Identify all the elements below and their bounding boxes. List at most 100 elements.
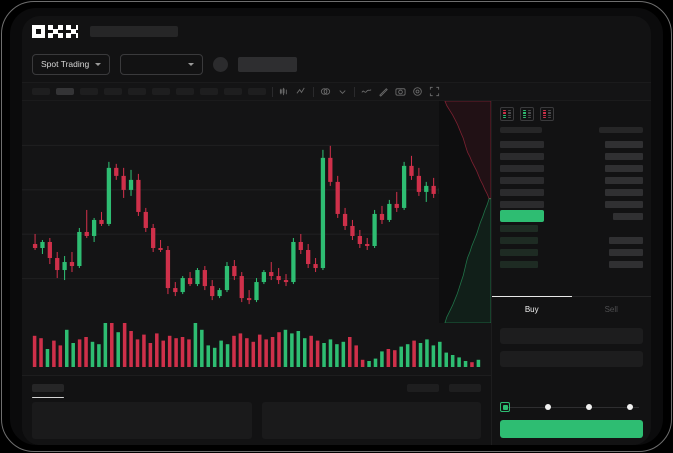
compare-icon[interactable] (320, 86, 331, 97)
interval-button-9[interactable] (224, 88, 242, 95)
orderbook-row-ask[interactable] (500, 186, 643, 198)
order-price-field[interactable] (500, 327, 643, 344)
coin-avatar (212, 56, 228, 72)
okx-trading-app: Spot Trading (22, 16, 651, 445)
chevron-down-icon (95, 62, 102, 66)
orderbook-mode-toggles (492, 101, 651, 123)
pair-name-label (237, 56, 297, 72)
bottom-action-2[interactable] (449, 384, 481, 392)
trading-pair-selector[interactable] (120, 53, 203, 75)
orderbook-amount-cell (605, 200, 643, 208)
slider-step-2[interactable] (585, 404, 592, 410)
interval-button-10[interactable] (248, 88, 266, 95)
volume-chart-canvas (32, 323, 481, 367)
orderbook-col-amount (599, 127, 643, 133)
orderbook-header (500, 127, 643, 133)
orderbook-price-cell (500, 200, 544, 208)
bottom-actions (407, 384, 481, 392)
chevron-down-icon[interactable] (337, 86, 348, 97)
bottom-orders-section (22, 375, 491, 445)
stat-last-price (325, 63, 361, 66)
slider-track (506, 407, 639, 408)
chart-column (22, 101, 491, 445)
orderbook-col-price (500, 127, 542, 133)
okx-logomark (32, 24, 78, 38)
bottom-panel-right[interactable] (261, 402, 481, 439)
orderbook-row-ask[interactable] (500, 150, 643, 162)
interval-button-2[interactable] (56, 88, 74, 95)
interval-button-1[interactable] (32, 88, 50, 95)
candlestick-icon[interactable] (279, 86, 290, 97)
orderbook-row-ask[interactable] (500, 174, 643, 186)
order-amount-field[interactable] (500, 350, 643, 367)
volume-chart[interactable] (22, 323, 491, 375)
orderbook-amount-cell (605, 164, 643, 172)
interval-button-7[interactable] (176, 88, 194, 95)
main-workspace: Buy Sell (22, 101, 651, 445)
toolbar-divider (272, 86, 273, 97)
drawing-pen-icon[interactable] (378, 86, 389, 97)
search-input[interactable] (90, 25, 178, 37)
line-chart-icon[interactable] (361, 86, 372, 97)
orderbook-row-bid[interactable] (500, 246, 643, 258)
bottom-tab-open-orders[interactable] (32, 384, 64, 392)
orderbook-amount-cell (605, 176, 643, 184)
top-navigation-bar (22, 16, 651, 46)
stat-high-24h (469, 63, 503, 66)
orderbook-price-cell (500, 236, 538, 244)
orderbook-price-cell (500, 224, 538, 232)
device-screen: Spot Trading (10, 8, 663, 445)
active-tab-indicator (492, 295, 572, 297)
chevron-down-icon (187, 62, 194, 66)
interval-button-3[interactable] (80, 88, 98, 95)
orderbook-amount-cell (605, 188, 643, 196)
orderbook-row-ask[interactable] (500, 198, 643, 210)
fullscreen-icon[interactable] (429, 86, 440, 97)
orderbook-row-bid[interactable] (500, 258, 643, 270)
orderbook-and-trade-panel: Buy Sell (491, 101, 651, 445)
order-entry-form (492, 322, 651, 373)
interval-button-6[interactable] (152, 88, 170, 95)
order-submit-area (492, 398, 651, 445)
orderbook-mode-bids[interactable] (520, 107, 534, 121)
checkbox-icon[interactable] (500, 402, 510, 412)
okx-logo-icon[interactable] (32, 24, 78, 38)
tab-sell[interactable]: Sell (604, 304, 618, 314)
orderbook-rows (500, 138, 643, 270)
amount-slider[interactable] (500, 398, 643, 416)
slider-step-3[interactable] (626, 404, 633, 410)
orderbook-amount-cell (609, 236, 643, 244)
slider-step-1[interactable] (544, 404, 551, 410)
order-book[interactable] (492, 123, 651, 296)
bottom-panel-left[interactable] (32, 402, 252, 439)
orderbook-price-cell (500, 176, 544, 184)
settings-icon[interactable] (412, 86, 423, 97)
bottom-action-1[interactable] (407, 384, 439, 392)
orderbook-amount-cell (609, 248, 643, 256)
orderbook-row-bid[interactable] (500, 222, 643, 234)
place-buy-order-button[interactable] (500, 420, 643, 438)
stat-change-24h (385, 63, 419, 66)
interval-button-4[interactable] (104, 88, 122, 95)
product-type-selector[interactable]: Spot Trading (32, 53, 111, 75)
orderbook-row-ask[interactable] (500, 162, 643, 174)
orderbook-amount-cell (605, 140, 643, 148)
orderbook-price-cell (500, 248, 538, 256)
indicators-icon[interactable] (296, 86, 307, 97)
orderbook-row-last[interactable] (500, 210, 643, 222)
interval-button-5[interactable] (128, 88, 146, 95)
interval-button-8[interactable] (200, 88, 218, 95)
orderbook-row-ask[interactable] (500, 138, 643, 150)
orderbook-mode-asks[interactable] (540, 107, 554, 121)
tab-buy[interactable]: Buy (524, 304, 539, 314)
market-ticker-bar: Spot Trading (22, 46, 651, 82)
orderbook-price-cell (500, 164, 544, 172)
orderbook-mode-both[interactable] (500, 107, 514, 121)
orderbook-price-cell (500, 188, 544, 196)
slider-handle[interactable] (500, 402, 510, 412)
price-chart[interactable] (22, 101, 491, 323)
orderbook-row-bid[interactable] (500, 234, 643, 246)
camera-icon[interactable] (395, 86, 406, 97)
orderbook-price-cell (500, 260, 538, 268)
